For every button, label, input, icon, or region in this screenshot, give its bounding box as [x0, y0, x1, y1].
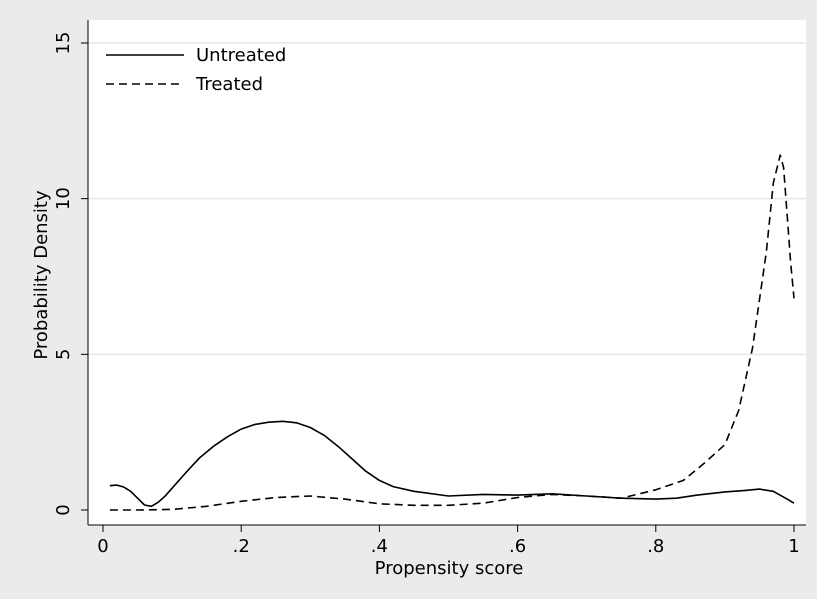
y-axis-title: Probability Density [31, 190, 52, 360]
x-tick-label: .8 [647, 536, 664, 557]
legend-label-untreated: Untreated [196, 45, 286, 66]
y-tick-label: 15 [53, 32, 74, 55]
x-tick-label: .6 [509, 536, 526, 557]
legend-label-treated: Treated [195, 74, 263, 95]
series-layer [109, 154, 795, 511]
axes [87, 20, 806, 526]
y-tick-label: 10 [53, 187, 74, 210]
y-tick-label: 0 [53, 504, 74, 515]
x-tick-label: .2 [233, 536, 250, 557]
x-tick-label: 1 [788, 536, 799, 557]
x-tick-label: 0 [97, 536, 108, 557]
gridlines [88, 42, 806, 356]
x-tick-label: .4 [371, 536, 388, 557]
series-line-untreated [109, 420, 795, 508]
x-axis-title: Propensity score [375, 558, 524, 579]
plot-area [88, 20, 806, 525]
y-ticks: 0 5 10 15 [53, 32, 88, 516]
y-tick-label: 5 [53, 349, 74, 360]
x-ticks: 0 .2 .4 .6 .8 1 [97, 525, 800, 557]
legend: Untreated Treated [106, 45, 286, 95]
